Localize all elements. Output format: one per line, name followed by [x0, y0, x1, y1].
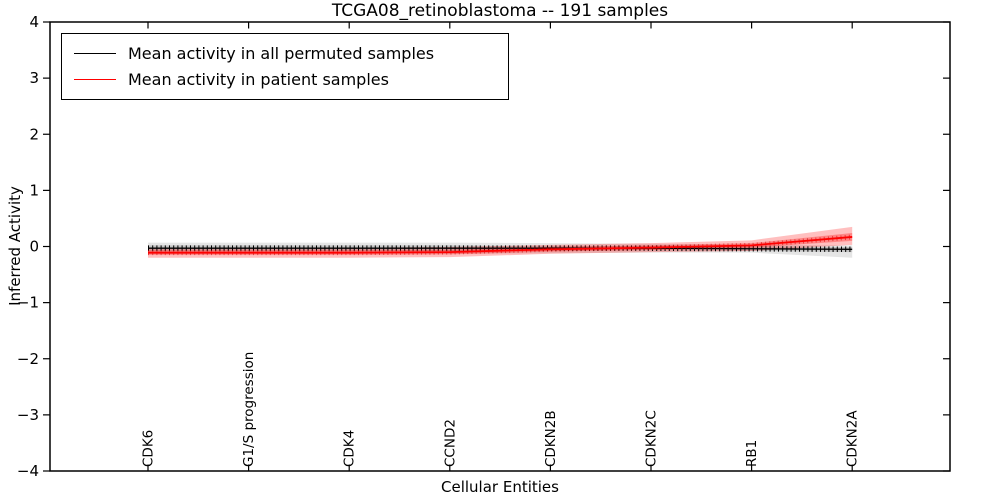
legend-line-red [74, 79, 116, 81]
y-tick-label: −1 [17, 294, 39, 312]
y-tick-label: 1 [29, 181, 39, 199]
y-tick-label: 4 [29, 13, 39, 31]
legend-label: Mean activity in patient samples [128, 70, 389, 90]
x-tick-label: CDKN2B [543, 410, 559, 467]
y-tick-label: 3 [29, 69, 39, 87]
x-tick-label: CDKN2A [845, 410, 861, 467]
legend-item-permuted: Mean activity in all permuted samples [74, 44, 496, 63]
y-tick-label: −2 [17, 350, 39, 368]
permuted-mean-line [148, 247, 853, 250]
x-axis-label: Cellular Entities [441, 478, 559, 496]
patient-outer-band [148, 226, 853, 258]
x-tick-label: CCND2 [442, 419, 458, 467]
legend-line-black [74, 52, 116, 54]
y-tick-label: 0 [29, 238, 39, 256]
legend: Mean activity in all permuted samples Me… [61, 33, 509, 100]
x-tick-label: CDK6 [141, 430, 157, 467]
y-tick-label: 2 [29, 125, 39, 143]
y-tick-label: −3 [17, 406, 39, 424]
legend-item-patient: Mean activity in patient samples [74, 70, 496, 89]
x-tick-label: G1/S progression [241, 352, 257, 467]
chart-title: TCGA08_retinoblastoma -- 191 samples [331, 1, 669, 21]
y-tick-label: −4 [17, 462, 39, 480]
x-tick-label: RB1 [744, 440, 760, 467]
legend-label: Mean activity in all permuted samples [128, 43, 435, 63]
patient-mean-line [148, 236, 853, 254]
x-tick-label: CDK4 [342, 430, 358, 467]
x-tick-label: CDKN2C [644, 410, 660, 467]
